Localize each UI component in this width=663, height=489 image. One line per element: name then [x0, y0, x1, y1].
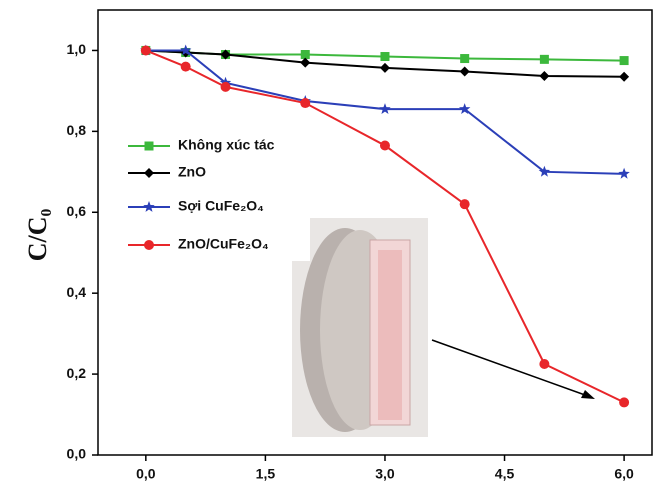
legend-label: Sợi CuFe₂O₄: [178, 198, 264, 214]
data-point: [380, 52, 389, 61]
y-tick-label: 0,8: [67, 122, 87, 138]
data-point: [460, 199, 470, 209]
data-point: [540, 55, 549, 64]
legend-marker: [145, 142, 154, 151]
data-point: [300, 98, 310, 108]
data-point: [619, 72, 629, 82]
data-point: [539, 359, 549, 369]
data-point: [620, 56, 629, 65]
x-tick-label: 3,0: [375, 466, 395, 482]
x-tick-label: 6,0: [614, 466, 634, 482]
data-point: [380, 63, 390, 73]
y-tick-label: 0,4: [67, 284, 87, 300]
data-point: [141, 45, 151, 55]
y-tick-label: 1,0: [67, 41, 87, 57]
y-tick-label: 0,6: [67, 203, 87, 219]
y-tick-label: 0,0: [67, 446, 87, 462]
inset-photo: [292, 218, 428, 437]
legend-label: Không xúc tác: [178, 137, 275, 153]
data-point: [300, 58, 310, 68]
data-point: [539, 71, 549, 81]
data-point: [618, 168, 629, 179]
y-axis-label: C/C₀: [23, 209, 52, 262]
arrow: [432, 340, 595, 399]
data-point: [460, 66, 470, 76]
data-point: [379, 103, 390, 114]
legend-marker: [144, 240, 154, 250]
page: {"chart_data": {"type": "line", "ylabel"…: [0, 0, 663, 489]
data-point: [380, 141, 390, 151]
data-point: [181, 62, 191, 72]
x-tick-label: 4,5: [495, 466, 515, 482]
data-point: [460, 54, 469, 63]
x-tick-label: 0,0: [136, 466, 156, 482]
x-tick-label: 1,5: [256, 466, 276, 482]
data-point: [221, 82, 231, 92]
y-tick-label: 0,2: [67, 365, 87, 381]
legend-label: ZnO: [178, 164, 206, 180]
data-point: [619, 397, 629, 407]
chart: C/C₀ 0,0 0,2 0,4 0,6 0,8 1,0 0,0 1,5 3,0 4,5 6,0 Kh…: [0, 0, 663, 489]
legend-label: ZnO/CuFe₂O₄: [178, 236, 269, 252]
